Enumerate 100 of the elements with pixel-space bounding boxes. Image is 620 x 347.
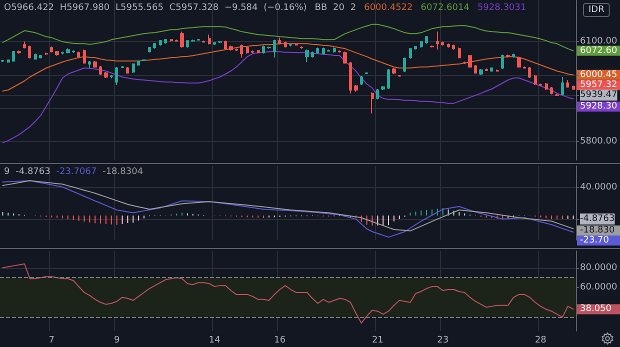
candlestick — [170, 38, 173, 42]
x-tick-label: 28 — [534, 336, 547, 346]
candlestick — [316, 47, 319, 54]
candlestick — [381, 86, 385, 90]
candlestick — [121, 66, 124, 68]
candlestick — [458, 47, 461, 59]
candlestick — [180, 31, 184, 48]
candlestick — [240, 44, 243, 58]
candlestick — [360, 76, 363, 86]
data-label: -18.830 — [580, 225, 616, 236]
x-tick-label: 16 — [274, 336, 286, 346]
candlestick — [506, 54, 510, 58]
candlestick — [474, 64, 477, 74]
y-tick-label: 6100.00 — [580, 36, 618, 47]
candlestick — [137, 60, 140, 66]
candlestick — [561, 76, 564, 96]
candlestick — [66, 48, 70, 54]
candlestick — [420, 40, 423, 48]
candlestick — [463, 61, 466, 64]
candlestick — [23, 41, 26, 49]
candlestick — [224, 40, 227, 50]
candlestick — [83, 49, 86, 64]
candlestick — [235, 48, 238, 52]
candlestick — [311, 51, 314, 58]
candlestick — [93, 60, 97, 68]
candlestick — [496, 69, 499, 72]
candlestick — [72, 50, 75, 54]
candlestick — [572, 85, 575, 90]
candlestick — [447, 43, 450, 48]
candlestick — [436, 31, 439, 50]
candlestick — [392, 68, 396, 74]
candlestick — [55, 50, 59, 56]
candlestick — [110, 74, 113, 79]
candlestick — [550, 86, 553, 95]
candlestick — [88, 60, 91, 68]
candlestick — [218, 40, 222, 44]
candlestick — [191, 39, 195, 42]
candlestick — [99, 66, 102, 76]
y-tick-label: 40.0000 — [580, 182, 618, 193]
candlestick — [305, 49, 309, 62]
candlestick — [34, 53, 37, 60]
candlestick — [534, 74, 537, 86]
annotation: 6000.4522 — [364, 3, 413, 13]
candlestick — [164, 38, 167, 44]
candlestick — [387, 68, 390, 90]
candlestick — [479, 68, 483, 76]
candlestick — [409, 48, 412, 60]
x-tick-label: 23 — [437, 336, 449, 346]
candlestick — [468, 54, 472, 68]
candlestick — [555, 94, 559, 96]
candlestick — [213, 42, 216, 46]
candlestick — [327, 49, 330, 52]
candlestick — [153, 42, 156, 50]
annotation: 9 -4.8763 -23.7067 -18.8304 — [4, 167, 144, 177]
x-tick-label: 9 — [114, 336, 120, 346]
candlestick — [414, 46, 417, 50]
x-tick-label: 21 — [372, 336, 384, 346]
y-axis-title: IDR — [588, 5, 604, 15]
candlestick — [517, 56, 521, 68]
x-tick-label: 14 — [208, 336, 221, 346]
candlestick — [490, 67, 493, 72]
candlestick — [523, 66, 526, 70]
candlestick — [371, 92, 374, 114]
candlestick — [365, 72, 368, 74]
candlestick — [257, 50, 260, 54]
line-series — [2, 263, 574, 324]
candlestick — [17, 50, 21, 54]
candlestick — [175, 39, 178, 42]
candlestick — [104, 72, 108, 78]
candlestick — [229, 45, 233, 52]
y-tick-label: 60.0000 — [580, 282, 618, 293]
candlestick — [7, 59, 10, 64]
data-label: 6000.45 — [580, 70, 618, 80]
candlestick — [278, 37, 281, 45]
candlestick — [452, 44, 455, 50]
candlestick — [512, 53, 515, 58]
candlestick — [300, 46, 303, 50]
candlestick — [273, 39, 276, 58]
y-tick-label: 80.0000 — [580, 262, 618, 273]
candlestick — [430, 45, 434, 48]
data-label: 38.050 — [580, 304, 612, 314]
line-series — [2, 24, 574, 52]
candlestick — [77, 51, 80, 58]
data-label: -23.70 — [580, 235, 610, 246]
candlestick — [322, 47, 325, 56]
candlestick — [208, 34, 211, 45]
candlestick — [148, 46, 151, 53]
candlestick — [354, 84, 358, 92]
line-series — [2, 51, 574, 144]
candlestick — [349, 62, 352, 94]
candlestick — [403, 57, 406, 72]
candlestick — [284, 41, 287, 48]
candlestick — [262, 45, 265, 54]
candlestick — [425, 36, 428, 44]
candlestick — [485, 68, 488, 72]
candlestick — [539, 83, 542, 86]
candlestick — [376, 88, 379, 100]
text: 5957.32 — [580, 80, 618, 90]
candlestick — [246, 46, 249, 54]
candlestick — [61, 51, 64, 55]
